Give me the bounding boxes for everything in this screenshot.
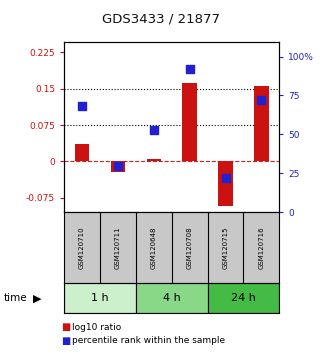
Text: GSM120715: GSM120715 — [222, 227, 229, 269]
Text: GSM120710: GSM120710 — [79, 227, 85, 269]
Point — [223, 175, 228, 181]
Point — [259, 97, 264, 103]
Point — [80, 104, 85, 109]
Text: GSM120708: GSM120708 — [187, 227, 193, 269]
Text: ■: ■ — [61, 336, 70, 346]
Point — [187, 66, 192, 72]
Text: GSM120711: GSM120711 — [115, 227, 121, 269]
Bar — [64, 283, 136, 313]
Text: GDS3433 / 21877: GDS3433 / 21877 — [101, 12, 220, 25]
Bar — [111, 161, 125, 172]
Text: 4 h: 4 h — [163, 293, 181, 303]
Bar — [254, 86, 268, 161]
Text: GSM120648: GSM120648 — [151, 227, 157, 269]
Bar — [218, 161, 233, 206]
Text: ■: ■ — [61, 322, 70, 332]
Bar — [75, 144, 89, 161]
Point — [116, 163, 121, 169]
Text: time: time — [3, 293, 27, 303]
Bar — [208, 283, 279, 313]
Bar — [182, 83, 197, 161]
Text: GSM120716: GSM120716 — [258, 227, 265, 269]
Bar — [136, 283, 208, 313]
Text: 24 h: 24 h — [231, 293, 256, 303]
Text: ▶: ▶ — [33, 293, 41, 303]
Text: 1 h: 1 h — [91, 293, 109, 303]
Point — [151, 127, 156, 133]
Bar — [147, 159, 161, 161]
Text: log10 ratio: log10 ratio — [72, 323, 121, 332]
Text: percentile rank within the sample: percentile rank within the sample — [72, 336, 225, 345]
